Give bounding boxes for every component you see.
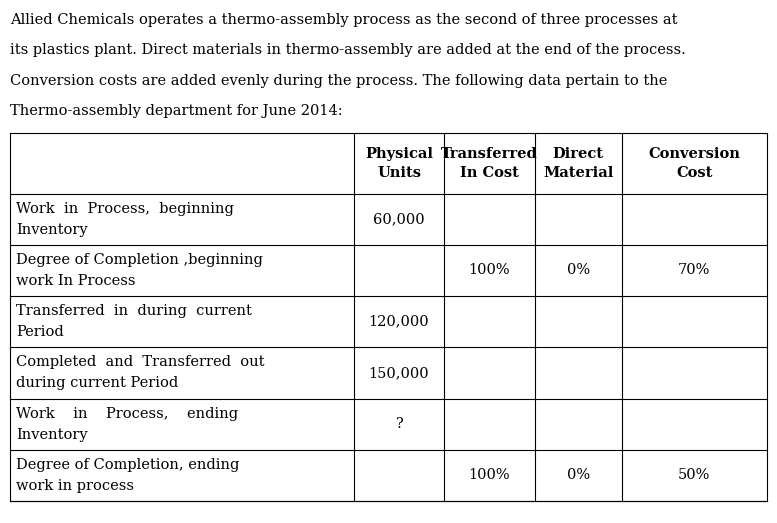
Text: Conversion costs are added evenly during the process. The following data pertain: Conversion costs are added evenly during… xyxy=(10,74,667,88)
Text: Units: Units xyxy=(377,166,421,180)
Text: In Cost: In Cost xyxy=(460,166,519,180)
Text: 0%: 0% xyxy=(566,469,590,482)
Text: 100%: 100% xyxy=(469,469,510,482)
Text: Allied Chemicals operates a thermo-assembly process as the second of three proce: Allied Chemicals operates a thermo-assem… xyxy=(10,13,678,27)
Text: Physical: Physical xyxy=(365,147,433,161)
Text: Conversion: Conversion xyxy=(648,147,740,161)
Text: 120,000: 120,000 xyxy=(368,315,430,328)
Text: Transferred: Transferred xyxy=(441,147,538,161)
Text: 0%: 0% xyxy=(566,264,590,277)
Text: Completed  and  Transferred  out: Completed and Transferred out xyxy=(16,356,265,369)
Text: Work    in    Process,    ending: Work in Process, ending xyxy=(16,407,239,420)
Text: Direct: Direct xyxy=(552,147,604,161)
Text: 100%: 100% xyxy=(469,264,510,277)
Text: its plastics plant. Direct materials in thermo-assembly are added at the end of : its plastics plant. Direct materials in … xyxy=(10,43,686,58)
Text: Inventory: Inventory xyxy=(16,428,88,441)
Text: work in process: work in process xyxy=(16,479,134,493)
Text: Period: Period xyxy=(16,325,64,339)
Text: Material: Material xyxy=(543,166,613,180)
Text: Work  in  Process,  beginning: Work in Process, beginning xyxy=(16,202,234,215)
Text: Degree of Completion ,beginning: Degree of Completion ,beginning xyxy=(16,253,263,267)
Text: Inventory: Inventory xyxy=(16,223,88,236)
Text: Degree of Completion, ending: Degree of Completion, ending xyxy=(16,458,239,472)
Text: Transferred  in  during  current: Transferred in during current xyxy=(16,304,253,318)
Text: 150,000: 150,000 xyxy=(368,366,430,380)
Text: during current Period: during current Period xyxy=(16,377,179,390)
Text: 70%: 70% xyxy=(678,264,710,277)
Text: Thermo-assembly department for June 2014:: Thermo-assembly department for June 2014… xyxy=(10,104,343,118)
Text: 50%: 50% xyxy=(678,469,710,482)
Text: work In Process: work In Process xyxy=(16,274,136,288)
Text: Cost: Cost xyxy=(676,166,713,180)
Text: ?: ? xyxy=(395,417,402,431)
Text: 60,000: 60,000 xyxy=(373,212,425,226)
